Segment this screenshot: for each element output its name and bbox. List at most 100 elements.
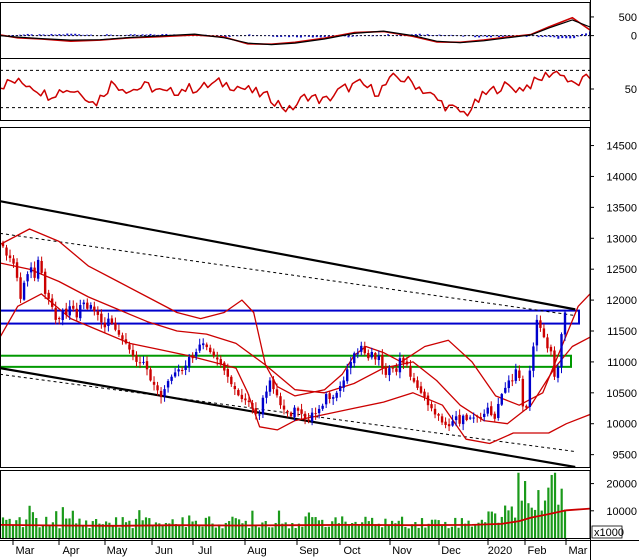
candle-body xyxy=(384,366,388,375)
candle-body xyxy=(409,365,412,377)
price-ytick-label: 12000 xyxy=(606,295,637,307)
price-zone-box xyxy=(0,309,580,325)
candle-body xyxy=(346,369,349,382)
candle-body xyxy=(166,381,170,388)
month-label: Nov xyxy=(392,545,412,557)
candle-body xyxy=(504,387,507,393)
candle-body xyxy=(342,380,345,388)
candle-body xyxy=(100,313,103,323)
candle-body xyxy=(416,380,419,388)
candle-body xyxy=(184,365,187,371)
candle-body xyxy=(36,259,40,279)
candle-body xyxy=(339,386,342,392)
candle-body xyxy=(1,242,5,247)
candle-body xyxy=(553,350,556,377)
candle-body xyxy=(138,362,142,364)
candle-body xyxy=(233,385,237,390)
candle-body xyxy=(317,408,321,414)
macd-ytick-label: 500 xyxy=(619,12,637,24)
candle-body xyxy=(72,305,75,309)
candle-body xyxy=(219,359,222,365)
candle-body xyxy=(131,349,135,356)
candle-body xyxy=(173,372,177,377)
candle-body xyxy=(75,308,78,318)
month-label: Jun xyxy=(155,545,173,557)
candle-body xyxy=(497,403,500,418)
candle-body xyxy=(486,407,489,414)
candle-body xyxy=(518,370,521,378)
candle-body xyxy=(321,405,324,409)
price-ma-mid-line xyxy=(0,262,591,425)
candle-body xyxy=(461,415,465,425)
candle-body xyxy=(447,424,451,427)
candle-body xyxy=(8,255,12,259)
candle-body xyxy=(156,385,159,391)
candle-body xyxy=(194,352,198,357)
candle-body xyxy=(212,351,215,356)
rsi-ytick-label: 50 xyxy=(625,84,637,96)
price-zone-box xyxy=(0,354,572,368)
candle-body xyxy=(65,308,68,315)
candle-body xyxy=(293,407,296,418)
candle-body xyxy=(226,369,229,377)
candle-body xyxy=(360,345,363,352)
candle-body xyxy=(89,305,93,309)
price-ytick-label: 9500 xyxy=(613,450,637,462)
candle-body xyxy=(117,330,121,335)
candle-body xyxy=(483,413,486,418)
candle-body xyxy=(514,369,518,381)
candle-body xyxy=(251,403,254,409)
candle-body xyxy=(258,414,261,416)
candle-body xyxy=(535,319,539,346)
candle-body xyxy=(79,305,82,319)
candle-body xyxy=(12,258,15,264)
candle-body xyxy=(19,277,22,299)
candle-body xyxy=(149,369,152,381)
volume-ytick-label: 20000 xyxy=(606,479,637,491)
candle-body xyxy=(300,409,303,414)
candle-body xyxy=(26,274,29,282)
candle-body xyxy=(47,292,50,299)
candle-body xyxy=(528,370,532,407)
candle-body xyxy=(328,393,331,399)
price-ytick-label: 11500 xyxy=(607,326,637,338)
candle-body xyxy=(40,260,43,273)
candle-body xyxy=(103,322,107,328)
candle-body xyxy=(310,412,314,422)
month-label: Apr xyxy=(62,545,79,557)
series-layer xyxy=(0,16,591,527)
price-trendline xyxy=(0,200,576,311)
candle-body xyxy=(261,397,265,415)
candle-body xyxy=(560,334,563,368)
candle-body xyxy=(114,322,117,330)
price-ma-lower-line xyxy=(0,293,591,445)
month-label: Aug xyxy=(247,545,267,557)
candle-body xyxy=(86,302,89,309)
candle-body xyxy=(272,379,275,390)
month-label: Jul xyxy=(198,545,212,557)
candle-body xyxy=(177,369,180,372)
price-ytick-label: 13000 xyxy=(606,233,637,245)
candle-body xyxy=(307,419,310,421)
candle-body xyxy=(180,369,184,371)
month-label: Mar xyxy=(569,545,588,557)
candle-body xyxy=(525,405,528,408)
candle-body xyxy=(254,408,258,414)
candle-body xyxy=(275,389,279,396)
candle-body xyxy=(303,413,307,419)
candle-body xyxy=(444,421,447,425)
price-ytick-label: 13500 xyxy=(606,202,637,214)
candle-body xyxy=(500,394,503,405)
candle-body xyxy=(142,361,145,363)
candle-body xyxy=(377,355,381,361)
volume-ytick-label: 10000 xyxy=(606,506,637,518)
candle-body xyxy=(54,307,57,320)
volume-unit-label: x1000 xyxy=(594,527,624,539)
price-ytick-label: 10000 xyxy=(606,419,637,431)
candle-body xyxy=(121,335,124,340)
volume-ma-line xyxy=(0,507,591,527)
candle-body xyxy=(230,376,233,385)
candle-body xyxy=(163,389,166,397)
candle-body xyxy=(209,347,212,353)
